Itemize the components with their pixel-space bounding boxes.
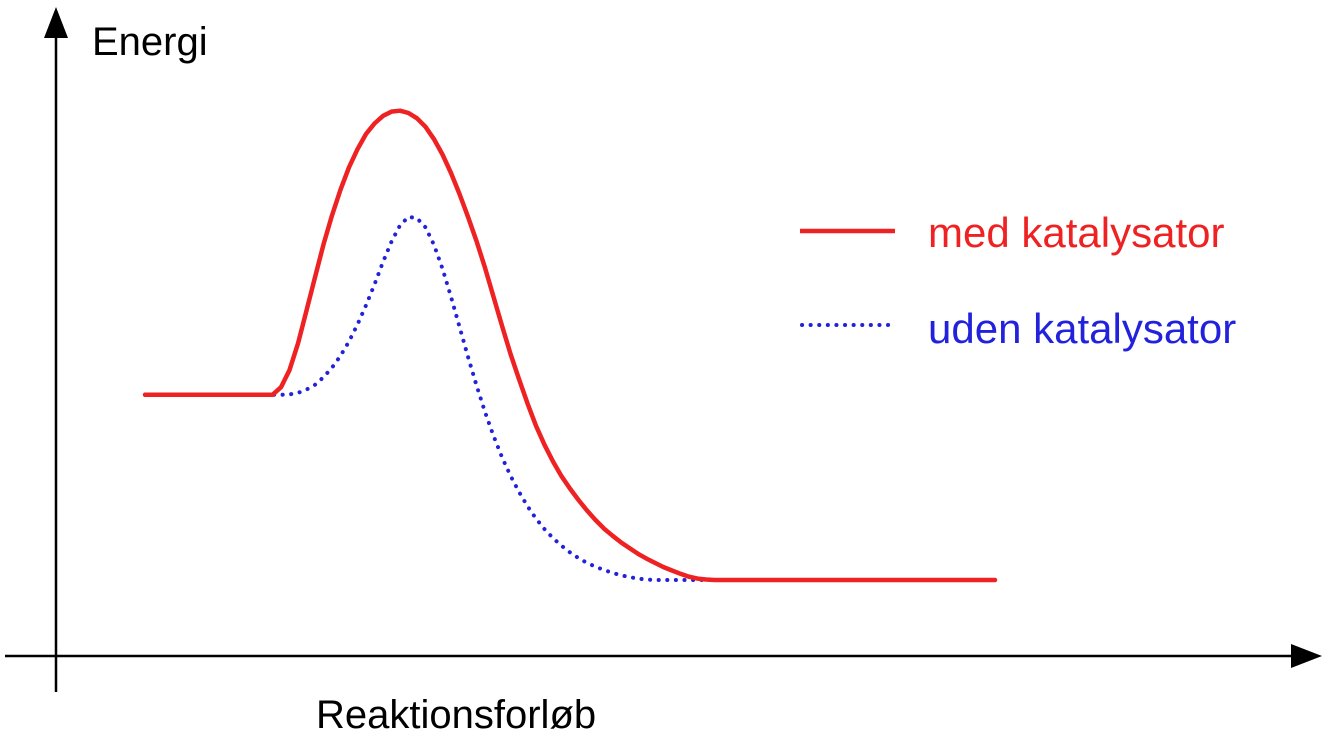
series-layer <box>142 108 998 583</box>
y-axis-arrowhead <box>44 7 68 38</box>
axes <box>5 7 1322 692</box>
legend-label-uden-katalysator: uden katalysator <box>928 305 1237 352</box>
legend <box>800 228 895 327</box>
series-line-med-katalysator <box>142 108 998 583</box>
y-axis-label: Energi <box>92 20 208 64</box>
x-axis-arrowhead <box>1291 644 1322 668</box>
x-axis-label: Reaktionsforløb <box>316 693 597 737</box>
legend-label-med-katalysator: med katalysator <box>928 209 1225 256</box>
series-line-uden-katalysator <box>143 214 997 582</box>
